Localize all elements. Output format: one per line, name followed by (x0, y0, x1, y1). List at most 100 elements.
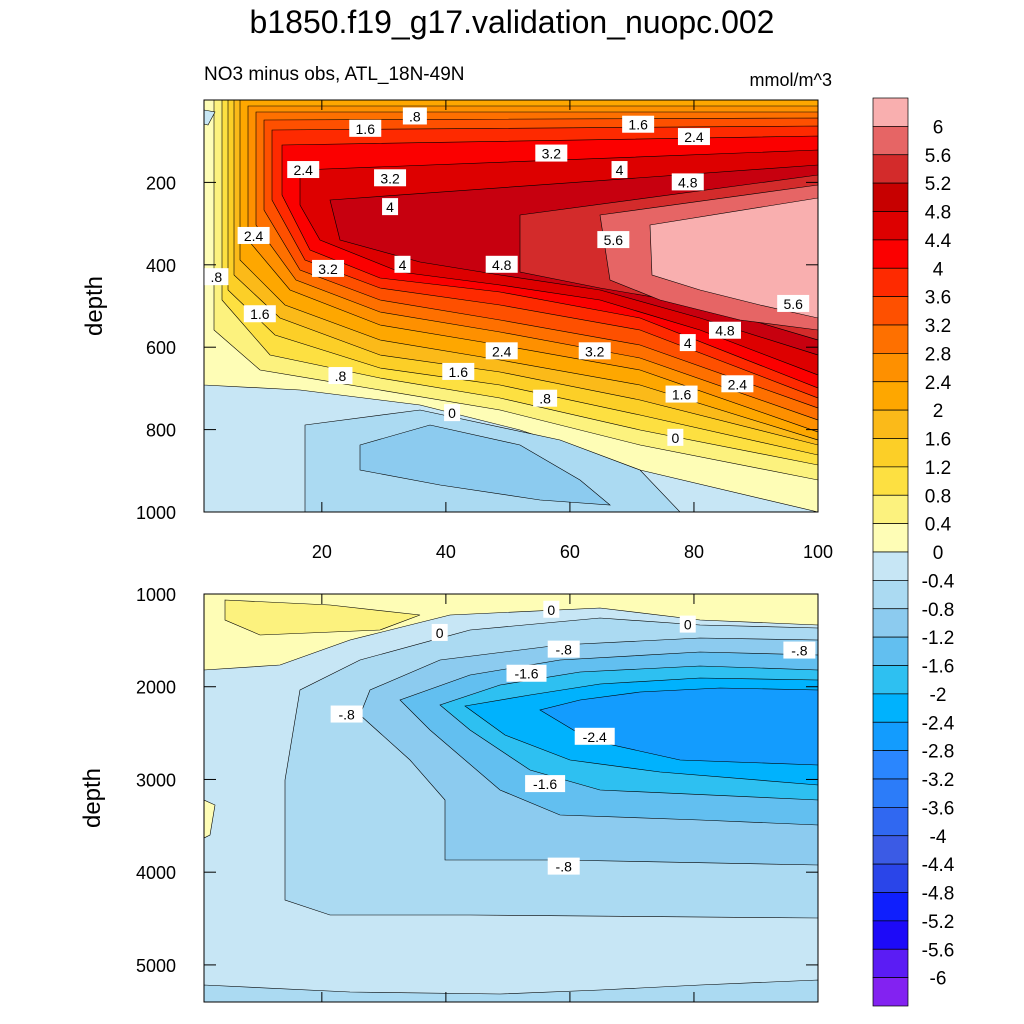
x-tick-label: 60 (560, 542, 580, 562)
y-tick-label-lower: 2000 (136, 678, 176, 698)
contour-label-box (431, 623, 448, 641)
contour-label: 0 (448, 405, 456, 421)
contour-label: 4.8 (715, 323, 735, 339)
colorbar-swatch (872, 494, 909, 524)
contour-label: 4.8 (678, 174, 698, 190)
contour-label-box (442, 362, 475, 380)
contour-label-box (382, 198, 399, 216)
colorbar-label: -1.6 (922, 657, 955, 678)
colorbar-label: 2.8 (925, 344, 951, 365)
contour-label-box (547, 640, 580, 658)
contour-label-box (667, 428, 684, 446)
contour-label: -.8 (556, 642, 573, 658)
colorbar-swatch (872, 608, 909, 638)
contour-label: 1.6 (356, 121, 376, 137)
contour-label: .8 (335, 368, 347, 384)
contour-label-box (287, 161, 320, 179)
colorbar-swatch (872, 863, 909, 893)
y-tick-label-upper: 400 (146, 256, 176, 276)
contour-label-box (402, 107, 427, 125)
colorbar-swatch (872, 409, 909, 439)
y-tick-label-upper: 200 (146, 173, 176, 193)
y-tick-label-upper: 1000 (136, 503, 176, 523)
contour-label-box (543, 600, 560, 618)
contour-label: 3.2 (380, 170, 400, 186)
contour-label: 5.6 (604, 232, 624, 248)
contour-label-box (535, 144, 568, 162)
colorbar-label: 0.4 (925, 515, 952, 536)
contour-label-box (330, 705, 363, 723)
contour-label: 3.2 (318, 261, 338, 277)
colorbar-swatch (872, 750, 909, 780)
colorbar-swatch (872, 154, 909, 184)
contour-label: 0 (684, 617, 692, 633)
contour-label: 4.8 (492, 257, 512, 273)
colorbar-label: 4.4 (925, 231, 952, 252)
contour-label: 1.6 (449, 364, 469, 380)
colorbar-swatch (872, 381, 909, 411)
colorbar-label: -2.8 (922, 742, 955, 763)
contour-label: -.8 (338, 707, 355, 723)
contour-label: .8 (539, 391, 551, 407)
contour-label: 2.4 (684, 129, 704, 145)
colorbar-swatch (872, 211, 909, 241)
contour-label-box (547, 857, 580, 875)
colorbar-label: 0.8 (925, 486, 951, 507)
x-tick-label: 100 (803, 542, 833, 562)
colorbar-swatch (872, 580, 909, 610)
upper-panel-frame (203, 99, 819, 513)
contour-label-box (444, 404, 461, 422)
contour-label: -.8 (556, 859, 573, 875)
contour-label-box (243, 305, 276, 323)
contour-label-box (485, 342, 518, 360)
contour-label: .8 (409, 108, 421, 124)
colorbar-label: -6 (930, 969, 947, 990)
contour-label-box (677, 128, 710, 146)
colorbar-label: 6 (933, 117, 944, 138)
colorbar-swatch (872, 835, 909, 865)
colorbar-swatch (872, 97, 909, 127)
colorbar-swatch (872, 665, 909, 695)
contour-label-box (671, 173, 704, 191)
colorbar-swatch (872, 523, 909, 553)
colorbar-label: -2.4 (922, 713, 955, 734)
contour-label-box (312, 259, 345, 277)
contour-label: -.8 (791, 643, 808, 659)
colorbar-label: -1.2 (922, 628, 955, 649)
contour-label-box (721, 375, 754, 393)
chart-title: b1850.f19_g17.validation_nuopc.002 (249, 4, 775, 40)
colorbar-label: 3.6 (925, 288, 951, 309)
colorbar-swatch (872, 778, 909, 808)
colorbar-label: -4.8 (922, 884, 955, 905)
contour-label-box (679, 334, 696, 352)
contour-label: 0 (436, 625, 444, 641)
colorbar-swatch (872, 126, 909, 156)
colorbar-swatch (872, 239, 909, 269)
contour-label-box (349, 119, 382, 137)
colorbar-swatch (872, 721, 909, 751)
contour-label-box (204, 268, 229, 286)
contour-label-box (374, 169, 407, 187)
colorbar-label: 4.8 (925, 203, 951, 224)
contour-label-box (506, 664, 547, 682)
x-tick-label: 80 (684, 542, 704, 562)
contour-label-box (533, 389, 558, 407)
contour-label: 2.4 (244, 228, 264, 244)
y-tick-label-upper: 600 (146, 338, 176, 358)
colorbar-label: -0.4 (922, 571, 955, 592)
colorbar-label: 5.6 (925, 146, 951, 167)
contour-label-box (574, 727, 615, 745)
y-tick-label-lower: 3000 (136, 770, 176, 790)
colorbar-label: -5.2 (922, 912, 955, 933)
colorbar-label: 4 (933, 259, 944, 280)
colorbar-swatch (872, 182, 909, 212)
y-tick-label-lower: 5000 (136, 956, 176, 976)
contour-label: 4 (399, 257, 407, 273)
contour-label-box (708, 321, 741, 339)
lower-y-axis-label: depth (79, 768, 106, 828)
colorbar-label: 1.6 (925, 430, 951, 451)
contour-label-box (597, 231, 630, 249)
chart-subtitle: NO3 minus obs, ATL_18N-49N (204, 64, 465, 85)
contour-label-box (525, 775, 566, 793)
